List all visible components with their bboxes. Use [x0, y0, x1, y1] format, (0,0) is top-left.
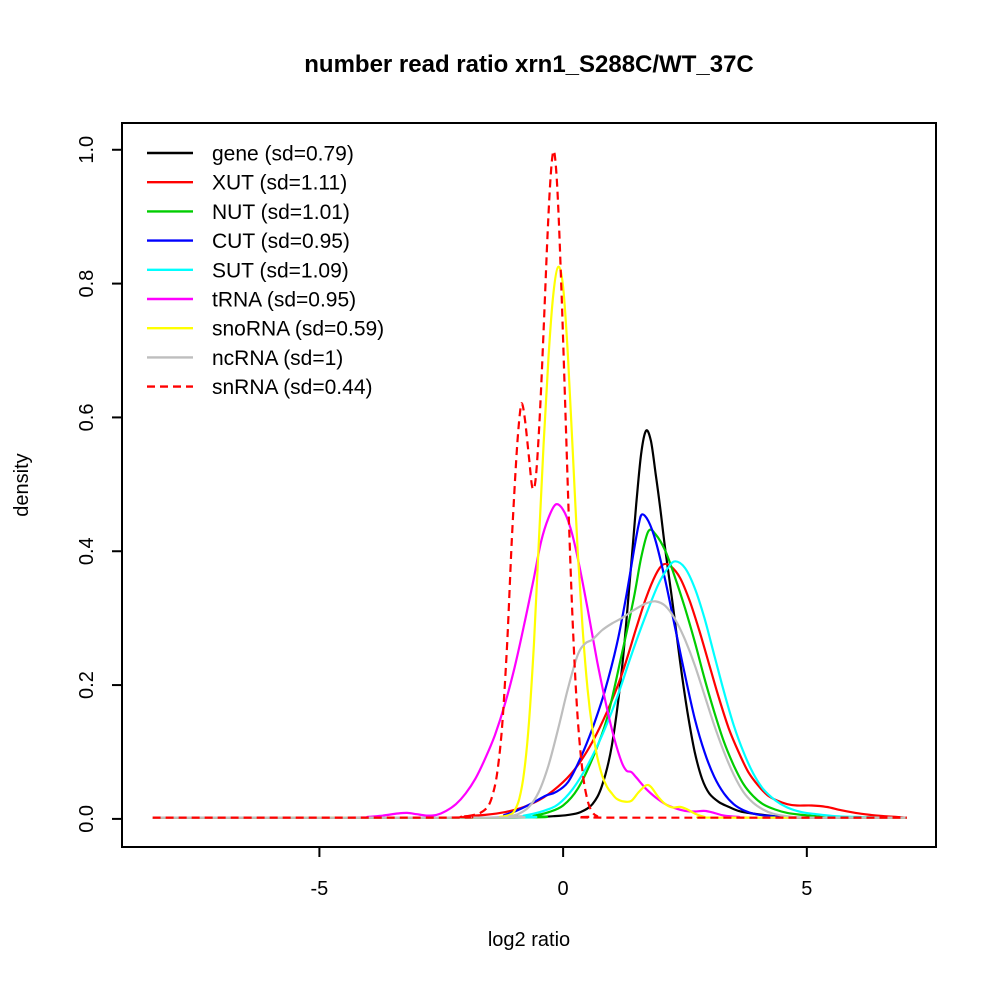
legend-item-CUT: CUT (sd=0.95) [147, 230, 350, 253]
legend-item-tRNA: tRNA (sd=0.95) [147, 289, 356, 312]
legend-label-SUT: SUT (sd=1.09) [212, 259, 349, 282]
density-curve-snRNA [152, 149, 907, 819]
y-tick-label: 1.0 [76, 136, 98, 164]
density-curve-CUT [152, 513, 907, 819]
density-curve-NUT [152, 528, 907, 819]
density-curve-gene [152, 429, 907, 819]
y-axis: 0.0 0.2 0.4 0.6 0.8 1.0 [76, 136, 122, 833]
x-tick-label: 0 [558, 878, 569, 900]
y-tick-label: 0.0 [76, 805, 98, 833]
legend: gene (sd=0.79) XUT (sd=1.11) NUT (sd=1.01)… [147, 143, 384, 399]
legend-label-tRNA: tRNA (sd=0.95) [212, 289, 356, 312]
y-axis-label: density [11, 453, 33, 516]
legend-item-snoRNA: snoRNA (sd=0.59) [147, 318, 384, 341]
y-tick-label: 0.8 [76, 270, 98, 298]
density-curve-snoRNA [152, 265, 907, 819]
density-curve-SUT [152, 560, 907, 819]
legend-item-NUT: NUT (sd=1.01) [147, 201, 350, 224]
legend-item-snRNA: snRNA (sd=0.44) [147, 376, 373, 399]
x-tick-label: -5 [311, 878, 329, 900]
x-axis-label: log2 ratio [488, 929, 570, 951]
legend-label-XUT: XUT (sd=1.11) [212, 172, 347, 195]
y-tick-label: 0.2 [76, 671, 98, 699]
legend-item-gene: gene (sd=0.79) [147, 143, 354, 166]
curve-group [152, 149, 907, 819]
density-curve-tRNA [152, 503, 907, 819]
legend-item-SUT: SUT (sd=1.09) [147, 259, 349, 282]
legend-label-snoRNA: snoRNA (sd=0.59) [212, 318, 384, 341]
legend-label-gene: gene (sd=0.79) [212, 143, 354, 166]
legend-label-ncRNA: ncRNA (sd=1) [212, 347, 343, 370]
chart-title: number read ratio xrn1_S288C/WT_37C [304, 51, 754, 78]
x-tick-label: 5 [801, 878, 812, 900]
legend-item-ncRNA: ncRNA (sd=1) [147, 347, 343, 370]
legend-label-CUT: CUT (sd=0.95) [212, 230, 350, 253]
y-tick-label: 0.4 [76, 537, 98, 565]
plot-box-border [121, 122, 937, 848]
legend-item-XUT: XUT (sd=1.11) [147, 172, 347, 195]
x-axis: -5 0 5 [311, 847, 812, 900]
legend-label-snRNA: snRNA (sd=0.44) [212, 376, 373, 399]
y-tick-label: 0.6 [76, 404, 98, 432]
legend-label-NUT: NUT (sd=1.01) [212, 201, 350, 224]
density-curve-ncRNA [152, 600, 907, 819]
